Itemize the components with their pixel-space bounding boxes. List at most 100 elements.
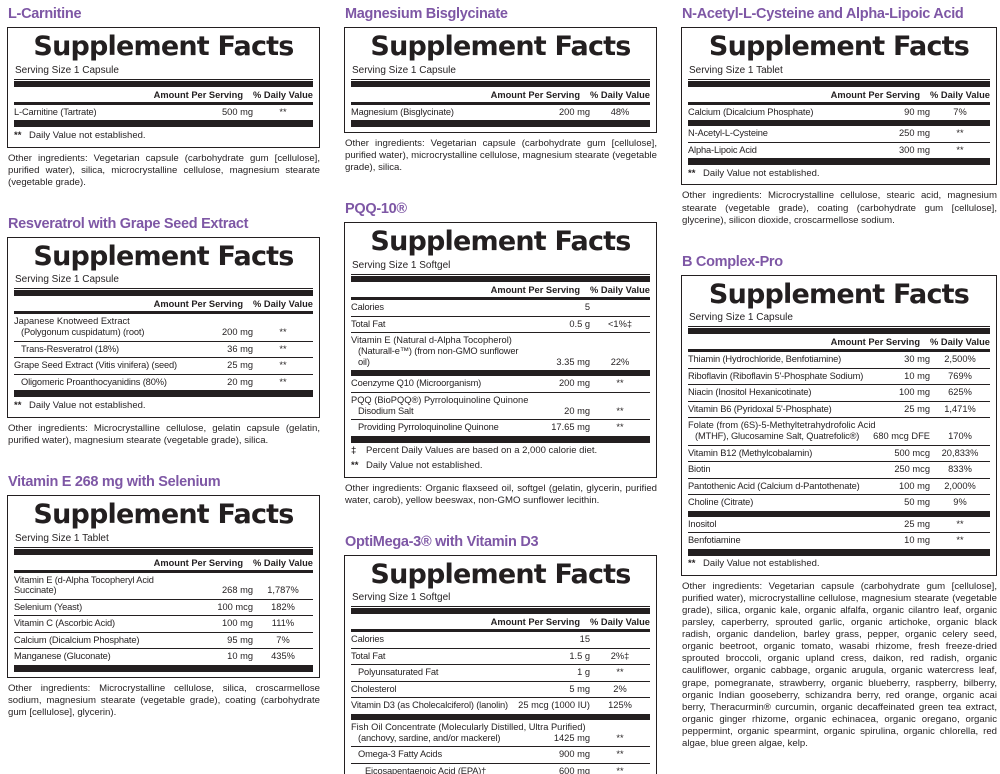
- footnote-text: Daily Value not established.: [366, 459, 483, 471]
- nutrient-name: Calories: [351, 634, 384, 645]
- nutrient-values-line: Benfotiamine 10 mg **: [688, 535, 990, 546]
- thick-divider: [14, 80, 313, 87]
- nutrient-values-line: N-Acetyl-L-Cysteine 250 mg **: [688, 128, 990, 139]
- footnote-text: Daily Value not established.: [29, 129, 146, 141]
- amount-header: Amount Per Serving: [153, 557, 243, 568]
- footnote-symbol: **: [14, 399, 22, 411]
- thick-divider: [688, 158, 990, 166]
- nutrient-row: Inositol 25 mg **: [688, 517, 990, 532]
- nutrient-values-line: Calories 15: [351, 634, 650, 645]
- nutrient-row: Riboflavin (Riboflavin 5'-Phosphate Sodi…: [688, 367, 990, 384]
- nutrient-values-line: Biotin 250 mcg 833%: [688, 464, 990, 475]
- supplement-card: Vitamin E 268 mg with Selenium Supplement…: [7, 474, 320, 719]
- footnote: ** Daily Value not established.: [688, 556, 990, 570]
- facts-panel: Supplement Facts Serving Size 1 Capsule Am…: [7, 236, 320, 418]
- nutrient-row: Calcium (Dicalcium Phosphate) 90 mg 7%: [688, 105, 990, 120]
- nutrient-name: Trans-Resveratrol (18%): [21, 343, 119, 354]
- footnote-text: Daily Value not established.: [29, 399, 146, 411]
- nutrient-name: Grape Seed Extract (Vitis vinifera) (see…: [14, 360, 178, 371]
- nutrient-amount: 200 mg: [558, 378, 590, 389]
- nutrient-dv: 7%: [953, 106, 967, 117]
- thick-divider: [14, 120, 313, 128]
- nutrient-amount: 100 mg: [221, 618, 253, 629]
- nutrient-name: Coenzyme Q10 (Microorganism): [351, 378, 482, 389]
- nutrient-name: Thiamin (Hydrochloride, Benfotiamine): [688, 354, 842, 365]
- nutrient-values-line: Calories 5: [351, 302, 650, 313]
- nutrient-row: Eicosapentaenoic Acid (EPA)† 600 mg **: [351, 762, 650, 774]
- nutrient-dv: **: [616, 732, 624, 743]
- other-ingredients: Other ingredients: Microcrystalline cell…: [8, 682, 320, 718]
- nutrient-name: Japanese Knotweed Extract: [14, 316, 130, 327]
- nutrient-row: Fish Oil Concentrate (Molecularly Distil…: [351, 720, 650, 746]
- table-header-row: Amount Per Serving % Daily Value: [351, 614, 650, 633]
- footnote-symbol: **: [688, 167, 696, 179]
- supplement-facts-heading: Supplement Facts: [370, 31, 631, 62]
- table-header-row: Amount Per Serving % Daily Value: [351, 282, 650, 301]
- nutrient-amount: 100 mg: [898, 480, 930, 491]
- nutrient-values-line: Vitamin B12 (Methylcobalamin) 500 mcg 20,8…: [688, 448, 990, 459]
- footnote-symbol: **: [14, 129, 22, 141]
- nutrient-values-line: Calcium (Dicalcium Phosphate) 95 mg 7%: [14, 635, 313, 646]
- nutrient-amount: 100 mcg: [217, 601, 253, 612]
- nutrient-row: Selenium (Yeast) 100 mcg 182%: [14, 598, 313, 615]
- nutrient-row: Grape Seed Extract (Vitis vinifera) (see…: [14, 357, 313, 373]
- other-ingredients: Other ingredients: Vegetarian capsule (c…: [8, 152, 320, 188]
- nutrient-dv: **: [616, 405, 624, 416]
- nutrient-values-line: Polyunsaturated Fat 1 g **: [351, 667, 650, 678]
- nutrient-name: Oligomeric Proanthocyanidins (80%): [21, 376, 167, 387]
- nutrient-dv: 2%: [613, 683, 627, 694]
- table-header-row: Amount Per Serving % Daily Value: [14, 555, 313, 573]
- nutrient-values-line: Choline (Citrate) 50 mg 9%: [688, 497, 990, 508]
- nutrient-dv: 625%: [948, 387, 972, 398]
- nutrient-row: Vitamin E (d-Alpha Tocopheryl Acid Succi…: [14, 573, 313, 599]
- nutrient-dv: **: [616, 765, 624, 774]
- nutrient-name: Calcium (Dicalcium Phosphate): [688, 106, 814, 117]
- supplement-facts-heading: Supplement Facts: [370, 226, 631, 258]
- supplement-title: OptiMega-3® with Vitamin D3: [345, 533, 539, 550]
- nutrient-values-line: Vitamin C (Ascorbic Acid) 100 mg 111%: [14, 618, 313, 629]
- nutrient-name: Vitamin D3 (as Cholecalciferol) (lanolin…: [351, 700, 508, 711]
- nutrient-amount: 500 mg: [221, 106, 253, 117]
- nutrient-dv: 1,471%: [944, 403, 976, 414]
- nutrient-row: Providing Pyrroloquinoline Quinone 17.65 …: [351, 419, 650, 435]
- supplement-title: Magnesium Bisglycinate: [345, 6, 508, 22]
- nutrient-name: (MTHF), Glucosamine Salt, Quatrefolic®): [695, 431, 860, 442]
- nutrient-values-line: Selenium (Yeast) 100 mcg 182%: [14, 602, 313, 613]
- nutrient-dv: **: [616, 378, 624, 389]
- nutrient-amount: 680 mcg DFE: [873, 431, 930, 442]
- facts-panel: Supplement Facts Serving Size 1 Capsule Am…: [7, 27, 320, 148]
- nutrient-dv: 7%: [276, 634, 290, 645]
- supplement-card: N-Acetyl-L-Cysteine and Alpha-Lipoic Aci…: [681, 6, 997, 227]
- serving-size: Serving Size 1 Capsule: [688, 312, 990, 328]
- nutrient-row: Vitamin C (Ascorbic Acid) 100 mg 111%: [14, 615, 313, 631]
- nutrient-values-line: Pantothenic Acid (Calcium d-Pantothenate…: [688, 481, 990, 492]
- thick-divider: [14, 390, 313, 398]
- nutrient-name: N-Acetyl-L-Cysteine: [688, 128, 768, 139]
- nutrient-name: Vitamin B6 (Pyridoxal 5'-Phosphate): [688, 403, 832, 414]
- supplement-title: PQQ-10®: [345, 201, 407, 218]
- footnote: ** Daily Value not established.: [688, 165, 990, 179]
- footnote-text: Percent Daily Values are based on a 2,00…: [366, 445, 598, 457]
- nutrient-values-line: Cholesterol 5 mg 2%: [351, 684, 650, 695]
- nutrient-amount: 300 mg: [898, 144, 930, 155]
- nutrient-values-line: Niacin (Inositol Hexanicotinate) 100 mg 62…: [688, 387, 990, 398]
- nutrient-amount: 600 mg: [558, 765, 590, 774]
- supplement-card: PQQ-10® Supplement Facts Serving Size 1 So…: [344, 201, 657, 506]
- nutrient-row: Coenzyme Q10 (Microorganism) 200 mg **: [351, 376, 650, 391]
- nutrient-dv: 1,787%: [267, 585, 299, 596]
- footnote-text: Daily Value not established.: [703, 167, 820, 179]
- nutrient-values-line: Magnesium (Bisglycinate) 200 mg 48%: [351, 107, 650, 118]
- amount-header: Amount Per Serving: [490, 89, 580, 100]
- nutrient-row: Polyunsaturated Fat 1 g **: [351, 664, 650, 680]
- nutrient-name: Calcium (Dicalcium Phosphate): [14, 634, 140, 645]
- supplement-facts-heading: Supplement Facts: [33, 31, 294, 62]
- thick-divider: [351, 120, 650, 128]
- thick-divider: [688, 548, 990, 556]
- nutrient-values-line: Omega-3 Fatty Acids 900 mg **: [351, 749, 650, 760]
- nutrient-row: Thiamin (Hydrochloride, Benfotiamine) 30 …: [688, 352, 990, 367]
- nutrient-row: Magnesium (Bisglycinate) 200 mg 48%: [351, 105, 650, 120]
- nutrient-values-line: Trans-Resveratrol (18%) 36 mg **: [14, 344, 313, 355]
- nutrient-amount: 10 mg: [227, 651, 253, 662]
- nutrient-values-line: Providing Pyrroloquinoline Quinone 17.65 …: [351, 422, 650, 433]
- supplement-title: Vitamin E 268 mg with Selenium: [8, 473, 221, 490]
